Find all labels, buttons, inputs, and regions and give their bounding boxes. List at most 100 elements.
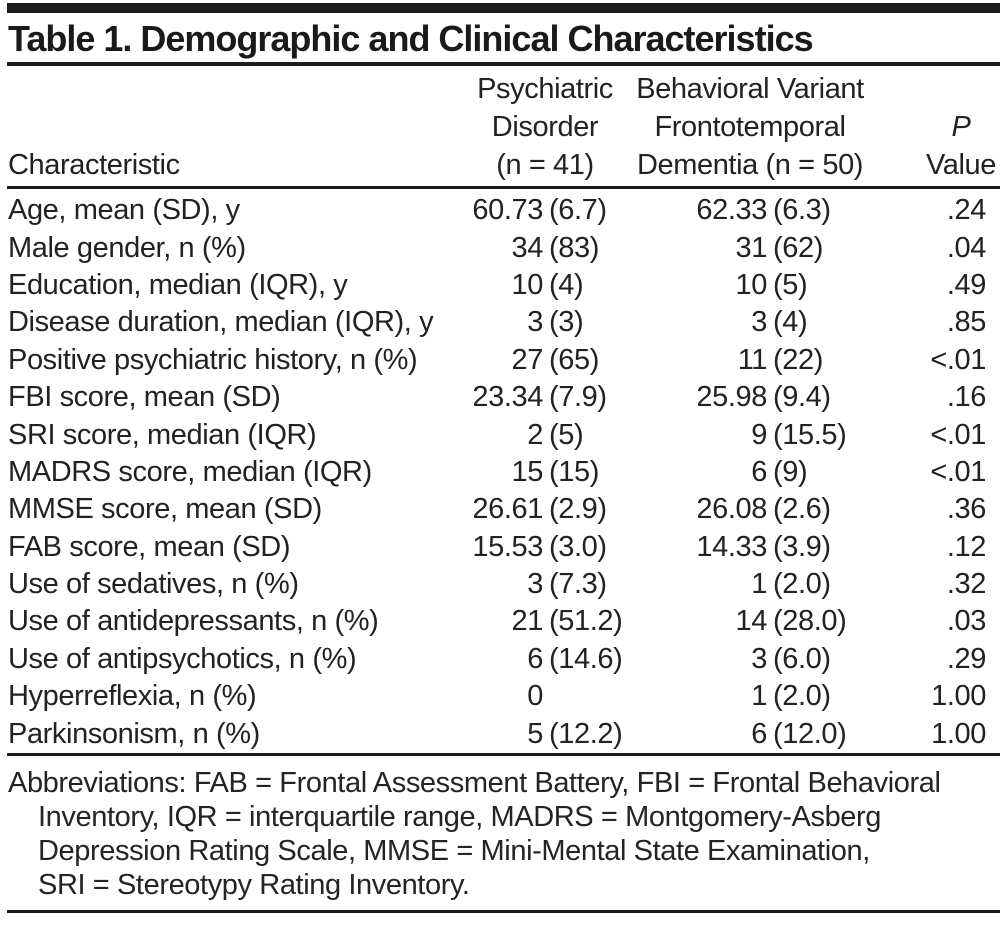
p-value-cell: <.01 — [930, 343, 986, 376]
value: 15 — [511, 455, 544, 488]
value: 15.53 — [472, 530, 543, 563]
characteristic-cell: Hyperreflexia, n (%) — [8, 680, 257, 713]
characteristic-cell: FAB score, mean (SD) — [8, 530, 291, 563]
p-value-header-stack: P Value — [926, 108, 996, 184]
p-value-cell: 1.00 — [931, 680, 986, 713]
paren-value: (83) — [549, 231, 599, 264]
p-value-cell: .16 — [946, 381, 987, 414]
value: 27 — [511, 343, 544, 376]
paren-value: (51.2) — [549, 605, 623, 638]
table-row: Use of antipsychotics, n (%) 6 (14.6) 3 (6… — [8, 641, 1007, 678]
p-value-cell: <.01 — [930, 455, 986, 488]
p-value-cell: .12 — [946, 530, 987, 563]
paren-value: (12.0) — [773, 717, 847, 750]
value: 62.33 — [696, 194, 767, 227]
header-line: Disorder — [491, 111, 599, 143]
value: 23.34 — [472, 381, 543, 414]
value: 9 — [751, 418, 767, 451]
value: 26.61 — [472, 493, 543, 526]
table-row: FBI score, mean (SD) 23.34 (7.9) 25.98 (9.… — [8, 379, 1007, 416]
footnote-line: Inventory, IQR = interquartile range, MA… — [38, 800, 882, 833]
value: 6 — [751, 455, 767, 488]
group1-cell: 3 (3) — [455, 306, 635, 339]
p-value-cell: .36 — [946, 493, 987, 526]
table-row: Use of sedatives, n (%) 3 (7.3) 1 (2.0) .3… — [8, 566, 1007, 603]
table-row: Positive psychiatric history, n (%) 27 (6… — [8, 342, 1007, 379]
table-row: Education, median (IQR), y 10 (4) 10 (5) .… — [8, 267, 1007, 304]
characteristic-cell: Disease duration, median (IQR), y — [8, 306, 434, 339]
p-value-cell: <.01 — [930, 418, 986, 451]
header-line: Dementia (n = 50) — [636, 149, 864, 181]
paren-value: (3) — [549, 306, 584, 339]
group2-cell: 25.98 (9.4) — [635, 381, 865, 414]
group1-cell: 0 — [455, 680, 635, 713]
table-body: Age, mean (SD), y 60.73 (6.7) 62.33 (6.3) … — [0, 189, 1007, 753]
characteristic-cell: MADRS score, median (IQR) — [8, 455, 372, 488]
group1-cell: 15.53 (3.0) — [455, 531, 635, 564]
col-header-bvftd: Behavioral Variant Frontotemporal Dement… — [635, 70, 865, 184]
group2-cell: 10 (5) — [635, 269, 865, 302]
group2-cell: 31 (62) — [635, 232, 865, 265]
p-symbol: P — [951, 111, 971, 143]
group2-cell: 11 (22) — [635, 344, 865, 377]
paren-value: (7.9) — [549, 381, 607, 414]
value-label: Value — [925, 149, 996, 181]
group1-cell: 6 (14.6) — [455, 643, 635, 676]
title-divider-rule — [7, 62, 1000, 66]
paren-value: (28.0) — [773, 605, 847, 638]
table-row: Disease duration, median (IQR), y 3 (3) 3… — [8, 304, 1007, 341]
paren-value: (4) — [549, 268, 584, 301]
footnote-line: SRI = Stereotypy Rating Inventory. — [38, 868, 470, 901]
value: 3 — [751, 306, 767, 339]
characteristic-cell: Use of antipsychotics, n (%) — [8, 642, 357, 675]
group1-cell: 5 (12.2) — [455, 718, 635, 751]
group2-cell: 62.33 (6.3) — [635, 194, 865, 227]
table-header-row: Characteristic Psychiatric Disorder (n =… — [0, 66, 1007, 186]
group2-cell: 6 (12.0) — [635, 718, 865, 751]
group2-cell: 1 (2.0) — [635, 568, 865, 601]
value: 2 — [527, 418, 543, 451]
top-rule — [7, 3, 1000, 13]
group1-cell: 2 (5) — [455, 419, 635, 452]
value: 10 — [511, 268, 544, 301]
value: 6 — [527, 642, 543, 675]
header-line: (n = 41) — [496, 149, 594, 181]
value: 14.33 — [696, 530, 767, 563]
p-value-cell: .29 — [946, 642, 987, 675]
p-value-cell: .32 — [946, 568, 987, 601]
value: 1 — [751, 680, 767, 713]
paren-value: (14.6) — [549, 642, 623, 675]
paren-value: (62) — [773, 231, 823, 264]
value: 5 — [527, 717, 543, 750]
group1-cell: 34 (83) — [455, 232, 635, 265]
paren-value: (5) — [549, 418, 584, 451]
bottom-rule — [7, 909, 1000, 913]
table-row: Use of antidepressants, n (%) 21 (51.2) 1… — [8, 603, 1007, 640]
paren-value: (9) — [773, 455, 808, 488]
paren-value: (12.2) — [549, 717, 623, 750]
group1-cell: 21 (51.2) — [455, 605, 635, 638]
paren-value: (5) — [773, 268, 808, 301]
p-value-cell: .24 — [946, 194, 987, 227]
characteristic-cell: FBI score, mean (SD) — [8, 381, 281, 414]
group2-cell: 26.08 (2.6) — [635, 493, 865, 526]
characteristic-cell: Male gender, n (%) — [8, 231, 246, 264]
table-row: FAB score, mean (SD) 15.53 (3.0) 14.33 (3.… — [8, 529, 1007, 566]
table-row: Age, mean (SD), y 60.73 (6.7) 62.33 (6.3) … — [8, 192, 1007, 229]
header-line: Behavioral Variant — [636, 73, 864, 105]
value: 21 — [511, 605, 544, 638]
col-header-psychiatric-disorder: Psychiatric Disorder (n = 41) — [455, 70, 635, 184]
value: 3 — [527, 306, 543, 339]
group2-cell: 3 (6.0) — [635, 643, 865, 676]
group1-cell: 15 (15) — [455, 456, 635, 489]
paren-value: (6.0) — [773, 642, 831, 675]
paren-value: (65) — [549, 343, 599, 376]
paren-value: (3.9) — [773, 530, 831, 563]
value: 25.98 — [696, 381, 767, 414]
characteristic-cell: Use of antidepressants, n (%) — [8, 605, 379, 638]
header-line: Frontotemporal — [654, 111, 846, 143]
p-value-cell: 1.00 — [931, 717, 986, 750]
p-value-cell: .49 — [946, 268, 987, 301]
abbreviations-footnote: Abbreviations: FAB = Frontal Assessment … — [0, 766, 1007, 902]
